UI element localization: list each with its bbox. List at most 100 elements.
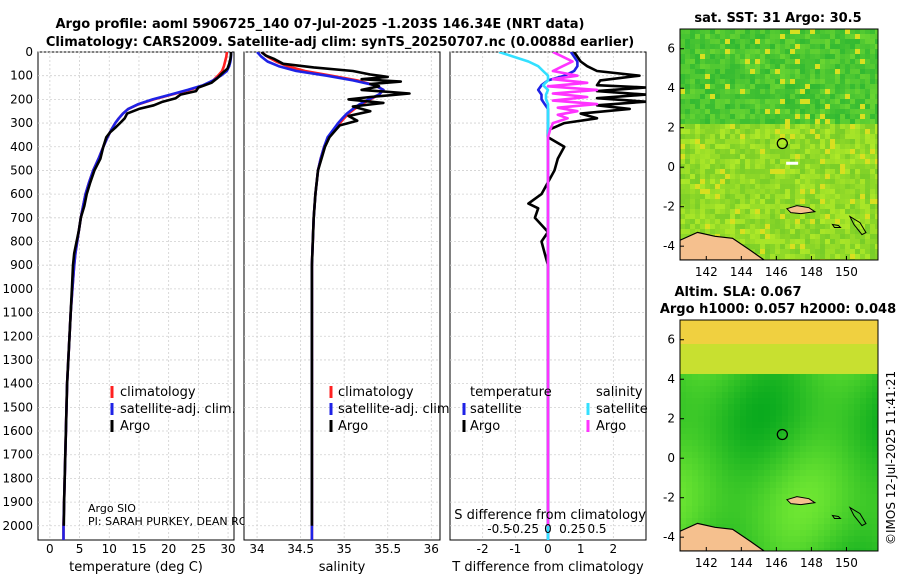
map-cell — [770, 229, 776, 235]
map-cell — [755, 229, 761, 235]
difference-legend: temperature salinity satellite Argo sate… — [462, 385, 648, 434]
map-cell — [825, 129, 831, 135]
map-cell — [776, 416, 783, 423]
map-cell — [770, 189, 776, 195]
map-cell — [835, 229, 841, 235]
map-cell — [818, 398, 825, 405]
map-cell — [818, 428, 825, 435]
map-cell — [710, 320, 717, 327]
map-cell — [860, 464, 867, 471]
map-cell — [705, 64, 711, 70]
map-cell — [746, 530, 753, 537]
map-cell — [750, 164, 756, 170]
map-cell — [788, 410, 795, 417]
map-cell — [824, 458, 831, 465]
map-cell — [870, 74, 876, 80]
map-cell — [722, 422, 729, 429]
map-cell — [860, 512, 867, 519]
depth-tick-label: 100 — [10, 69, 33, 83]
map-cell — [746, 332, 753, 339]
map-cell — [870, 134, 876, 140]
map-cell — [704, 410, 711, 417]
map-cell — [782, 356, 789, 363]
map-cell — [776, 494, 783, 501]
map-cell — [854, 320, 861, 327]
map-cell — [865, 184, 871, 190]
map-cell — [760, 39, 766, 45]
map-cell — [680, 380, 687, 387]
map-cell — [788, 494, 795, 501]
map-cell — [830, 179, 836, 185]
map-cell — [715, 189, 721, 195]
map-cell — [704, 488, 711, 495]
map-cell — [775, 74, 781, 80]
map-cell — [685, 184, 691, 190]
map-cell — [825, 199, 831, 205]
map-cell — [692, 470, 699, 477]
map-cell — [728, 440, 735, 447]
map-cell — [830, 338, 837, 345]
map-cell — [765, 69, 771, 75]
map-cell — [700, 229, 706, 235]
map-cell — [745, 224, 751, 230]
map-cell — [872, 530, 878, 537]
map-cell — [810, 199, 816, 205]
map-cell — [812, 452, 819, 459]
map-cell — [790, 94, 796, 100]
map-cell — [805, 99, 811, 105]
map-cell — [686, 404, 693, 411]
map-cell — [715, 49, 721, 55]
map-cell — [745, 39, 751, 45]
map-cell — [840, 149, 846, 155]
map-cell — [780, 224, 786, 230]
map-cell — [780, 134, 786, 140]
map-cell — [735, 139, 741, 145]
legend-temp-argo-label: Argo — [470, 419, 500, 434]
map-cell — [770, 219, 776, 225]
map-cell — [685, 139, 691, 145]
legend-argo-label: Argo — [338, 419, 368, 434]
map-cell — [780, 54, 786, 60]
map-cell — [680, 428, 687, 435]
map-cell — [835, 49, 841, 55]
map-cell — [775, 209, 781, 215]
map-cell — [785, 169, 791, 175]
map-cell — [755, 219, 761, 225]
map-cell — [730, 159, 736, 165]
map-cell — [782, 548, 789, 551]
map-cell — [704, 344, 711, 351]
map-cell — [746, 392, 753, 399]
map-cell — [752, 398, 759, 405]
map-cell — [755, 89, 761, 95]
map-cell — [815, 224, 821, 230]
map-cell — [875, 104, 878, 110]
map-cell — [685, 204, 691, 210]
map-cell — [745, 29, 751, 35]
map-cell — [850, 154, 856, 160]
map-cell — [770, 476, 777, 483]
map-cell — [765, 114, 771, 120]
map-cell — [848, 356, 855, 363]
map-cell — [705, 119, 711, 125]
map-cell — [872, 488, 878, 495]
map-cell — [716, 368, 723, 375]
map-cell — [820, 59, 826, 65]
legend-satellite-label: satellite-adj. clim. — [120, 402, 236, 417]
map-cell — [680, 476, 687, 483]
map-cell — [805, 194, 811, 200]
map-cell — [830, 109, 836, 115]
map-cell — [740, 326, 747, 333]
map-cell — [776, 338, 783, 345]
map-cell — [818, 470, 825, 477]
map-cell — [845, 89, 851, 95]
map-cell — [760, 79, 766, 85]
map-cell — [695, 114, 701, 120]
map-cell — [698, 518, 705, 525]
map-cell — [805, 149, 811, 155]
map-cell — [855, 164, 861, 170]
map-cell — [760, 44, 766, 50]
map-cell — [740, 392, 747, 399]
map-cell — [785, 34, 791, 40]
map-cell — [835, 39, 841, 45]
map-cell — [698, 350, 705, 357]
